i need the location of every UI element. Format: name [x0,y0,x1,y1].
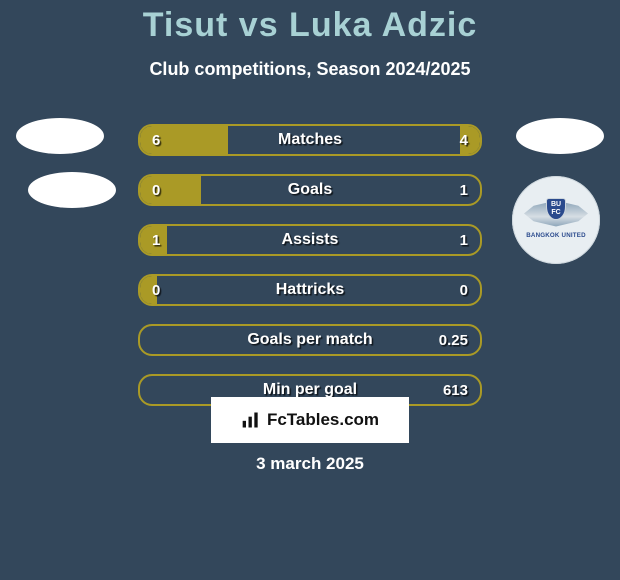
stat-value-right: 613 [443,376,468,404]
stat-value-right: 0.25 [439,326,468,354]
date-label: 3 march 2025 [0,454,620,474]
stat-bar-left [140,276,157,304]
stat-bar-right [460,126,480,154]
left-team-ellipse-2 [28,172,116,208]
stat-bar-left [140,226,167,254]
stat-row: 64Matches [138,124,482,156]
comparison-card: Tisut vs Luka Adzic Club competitions, S… [0,0,620,580]
stat-row: 0.25Goals per match [138,324,482,356]
stat-bar-left [140,176,201,204]
right-team-ellipse-1 [516,118,604,154]
stat-row: 11Assists [138,224,482,256]
stats-chart: 64Matches01Goals11Assists00Hattricks0.25… [138,124,482,424]
stat-value-right: 0 [460,276,468,304]
stat-label: Hattricks [140,276,480,304]
stat-value-right: 1 [460,226,468,254]
bar-chart-icon [241,410,261,430]
team-banner-text: BANGKOK UNITED [522,231,590,240]
stat-label: Goals per match [140,326,480,354]
page-subtitle: Club competitions, Season 2024/2025 [0,59,620,80]
stat-label: Assists [140,226,480,254]
stat-row: 01Goals [138,174,482,206]
stat-row: 00Hattricks [138,274,482,306]
brand-link[interactable]: FcTables.com [211,397,409,443]
stat-value-right: 1 [460,176,468,204]
right-team-logo: BU FC BANGKOK UNITED [512,176,600,264]
brand-text: FcTables.com [267,410,379,430]
stat-bar-left [140,126,228,154]
page-title: Tisut vs Luka Adzic [0,0,620,45]
left-team-ellipse-1 [16,118,104,154]
